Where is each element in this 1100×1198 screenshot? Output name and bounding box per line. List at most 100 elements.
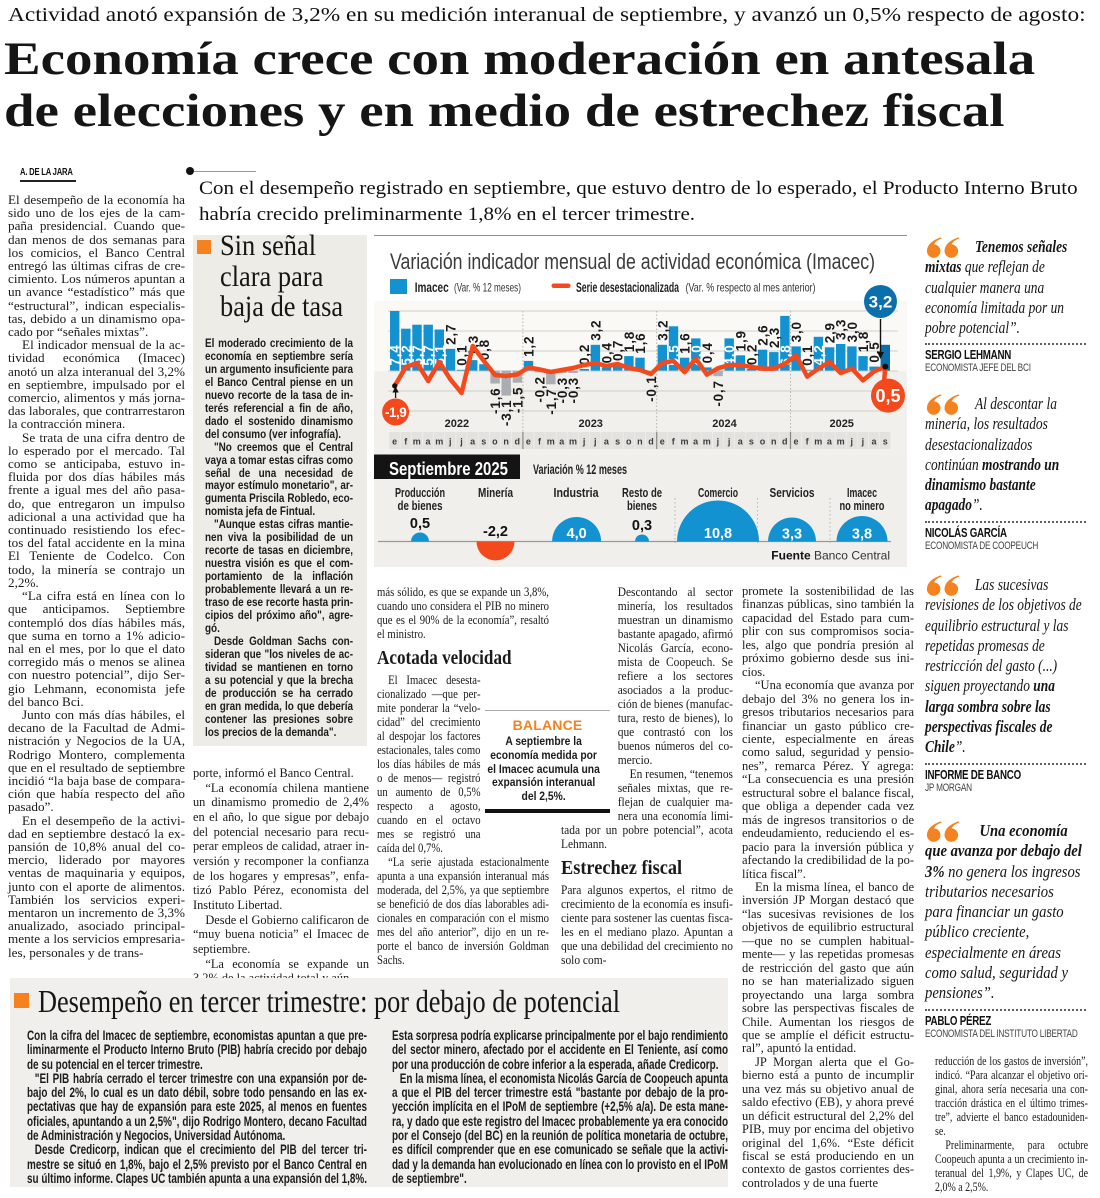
svg-text:5,7: 5,7 [421,344,436,365]
svg-text:0,7: 0,7 [611,340,626,361]
svg-text:m: m [703,437,711,447]
svg-text:0,5: 0,5 [867,341,882,362]
svg-text:Minería: Minería [478,486,514,500]
svg-text:n: n [637,437,643,447]
svg-text:f: f [672,437,676,447]
svg-text:f: f [404,437,408,447]
svg-text:Serie desestacionalizada: Serie desestacionalizada [576,280,679,295]
svg-text:2024: 2024 [712,418,737,430]
svg-text:1,8: 1,8 [622,331,637,352]
svg-text:0,4: 0,4 [700,342,715,363]
svg-text:5,7: 5,7 [410,344,425,365]
svg-text:o: o [492,437,498,447]
svg-text:j: j [593,437,597,447]
svg-text:j: j [716,437,720,447]
svg-text:-2,2: -2,2 [483,524,508,540]
svg-text:j: j [849,437,853,447]
svg-text:a: a [871,437,877,447]
svg-text:e: e [660,437,665,447]
svg-text:1,2: 1,2 [522,336,537,357]
svg-text:f: f [538,437,542,447]
svg-text:-3,1: -3,1 [499,400,514,426]
svg-text:Imacec: Imacec [847,486,877,500]
svg-text:m: m [680,437,688,447]
svg-text:m: m [837,437,845,447]
svg-text:5,2: 5,2 [399,344,414,365]
svg-text:3,3: 3,3 [834,319,849,340]
svg-text:a: a [738,437,744,447]
svg-text:a: a [470,437,476,447]
svg-text:0,1: 0,1 [455,345,470,366]
svg-text:n: n [503,437,509,447]
svg-text:Industria: Industria [554,486,600,500]
svg-text:a: a [827,437,833,447]
svg-text:-0,3: -0,3 [566,377,581,403]
svg-text:0,4: 0,4 [600,342,615,363]
svg-text:1,6: 1,6 [678,333,693,354]
svg-text:0,5: 0,5 [875,386,900,406]
svg-text:j: j [448,437,452,447]
svg-text:2,6: 2,6 [756,325,771,346]
svg-text:0,2: 0,2 [745,344,760,365]
svg-text:a: a [604,437,610,447]
svg-text:2023: 2023 [578,418,602,430]
svg-text:4,0: 4,0 [722,344,737,365]
svg-text:-0,3: -0,3 [555,377,570,403]
svg-text:m: m [435,437,443,447]
svg-text:3,0: 3,0 [845,321,860,342]
svg-text:3,3: 3,3 [782,527,802,543]
svg-text:(Var. % 12 meses): (Var. % 12 meses) [454,281,521,295]
svg-text:j: j [459,437,463,447]
svg-text:d: d [514,437,520,447]
svg-text:3,2: 3,2 [655,320,670,341]
svg-text:m: m [413,437,421,447]
svg-text:e: e [392,437,397,447]
svg-text:j: j [582,437,586,447]
svg-text:0,3: 0,3 [632,518,652,534]
svg-text:Septiembre 2025: Septiembre 2025 [389,459,508,479]
svg-text:e: e [526,437,531,447]
svg-text:o: o [760,437,766,447]
svg-text:2,9: 2,9 [823,322,838,343]
svg-text:Variación indicador mensual de: Variación indicador mensual de actividad… [390,249,875,274]
svg-text:e: e [793,437,798,447]
svg-text:Variación % 12 meses: Variación % 12 meses [533,462,627,477]
svg-text:-1,6: -1,6 [488,388,503,414]
svg-text:s: s [883,437,888,447]
svg-text:0,2: 0,2 [577,344,592,365]
svg-text:7,4: 7,4 [388,344,403,365]
svg-text:-1,7: -1,7 [544,388,559,414]
svg-text:10,8: 10,8 [704,526,732,542]
svg-text:de bienes: de bienes [398,499,443,513]
svg-text:d: d [648,437,654,447]
svg-text:2,7: 2,7 [444,324,459,345]
svg-text:Fuente Banco Central: Fuente Banco Central [771,549,890,563]
svg-text:a: a [693,437,699,447]
svg-text:3,2: 3,2 [588,320,603,341]
svg-text:1,6: 1,6 [633,333,648,354]
svg-text:3,0: 3,0 [789,321,804,342]
svg-text:f: f [806,437,810,447]
svg-text:a: a [559,437,565,447]
svg-text:0,1: 0,1 [800,345,815,366]
svg-text:s: s [481,437,486,447]
svg-text:2,3: 2,3 [767,327,782,348]
svg-text:s: s [749,437,754,447]
svg-text:o: o [626,437,632,447]
svg-text:0,5: 0,5 [410,516,430,532]
svg-text:Producción: Producción [395,486,445,500]
svg-text:-0,7: -0,7 [711,380,726,406]
svg-text:3,2: 3,2 [869,293,893,312]
svg-text:3,8: 3,8 [852,527,872,543]
svg-text:bienes: bienes [627,499,657,513]
svg-text:d: d [782,437,788,447]
svg-text:2025: 2025 [829,418,853,430]
svg-text:m: m [547,437,555,447]
svg-text:-0,1: -0,1 [644,375,659,401]
svg-text:1,8: 1,8 [856,331,871,352]
svg-text:-1,9: -1,9 [385,405,406,420]
svg-text:Servicios: Servicios [770,486,815,500]
svg-text:4,0: 4,0 [567,526,587,542]
svg-text:Comercio: Comercio [698,486,738,500]
svg-text:s: s [615,437,620,447]
